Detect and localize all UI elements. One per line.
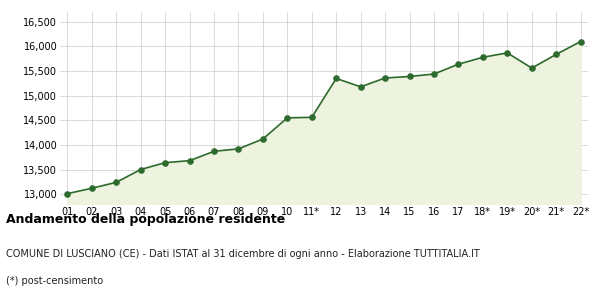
Point [429,72,439,76]
Point [160,160,170,165]
Point [233,146,243,151]
Point [331,76,341,81]
Point [87,186,97,190]
Point [307,115,317,120]
Text: COMUNE DI LUSCIANO (CE) - Dati ISTAT al 31 dicembre di ogni anno - Elaborazione : COMUNE DI LUSCIANO (CE) - Dati ISTAT al … [6,249,480,259]
Point [576,39,586,44]
Point [62,191,72,196]
Point [356,84,365,89]
Point [527,66,536,70]
Point [503,50,512,55]
Point [380,76,390,80]
Text: Andamento della popolazione residente: Andamento della popolazione residente [6,213,285,226]
Point [185,158,194,163]
Point [478,55,488,60]
Text: (*) post-censimento: (*) post-censimento [6,276,103,286]
Point [405,74,415,79]
Point [454,62,463,67]
Point [258,136,268,141]
Point [551,52,561,57]
Point [136,167,145,172]
Point [112,180,121,185]
Point [283,116,292,120]
Point [209,149,219,154]
